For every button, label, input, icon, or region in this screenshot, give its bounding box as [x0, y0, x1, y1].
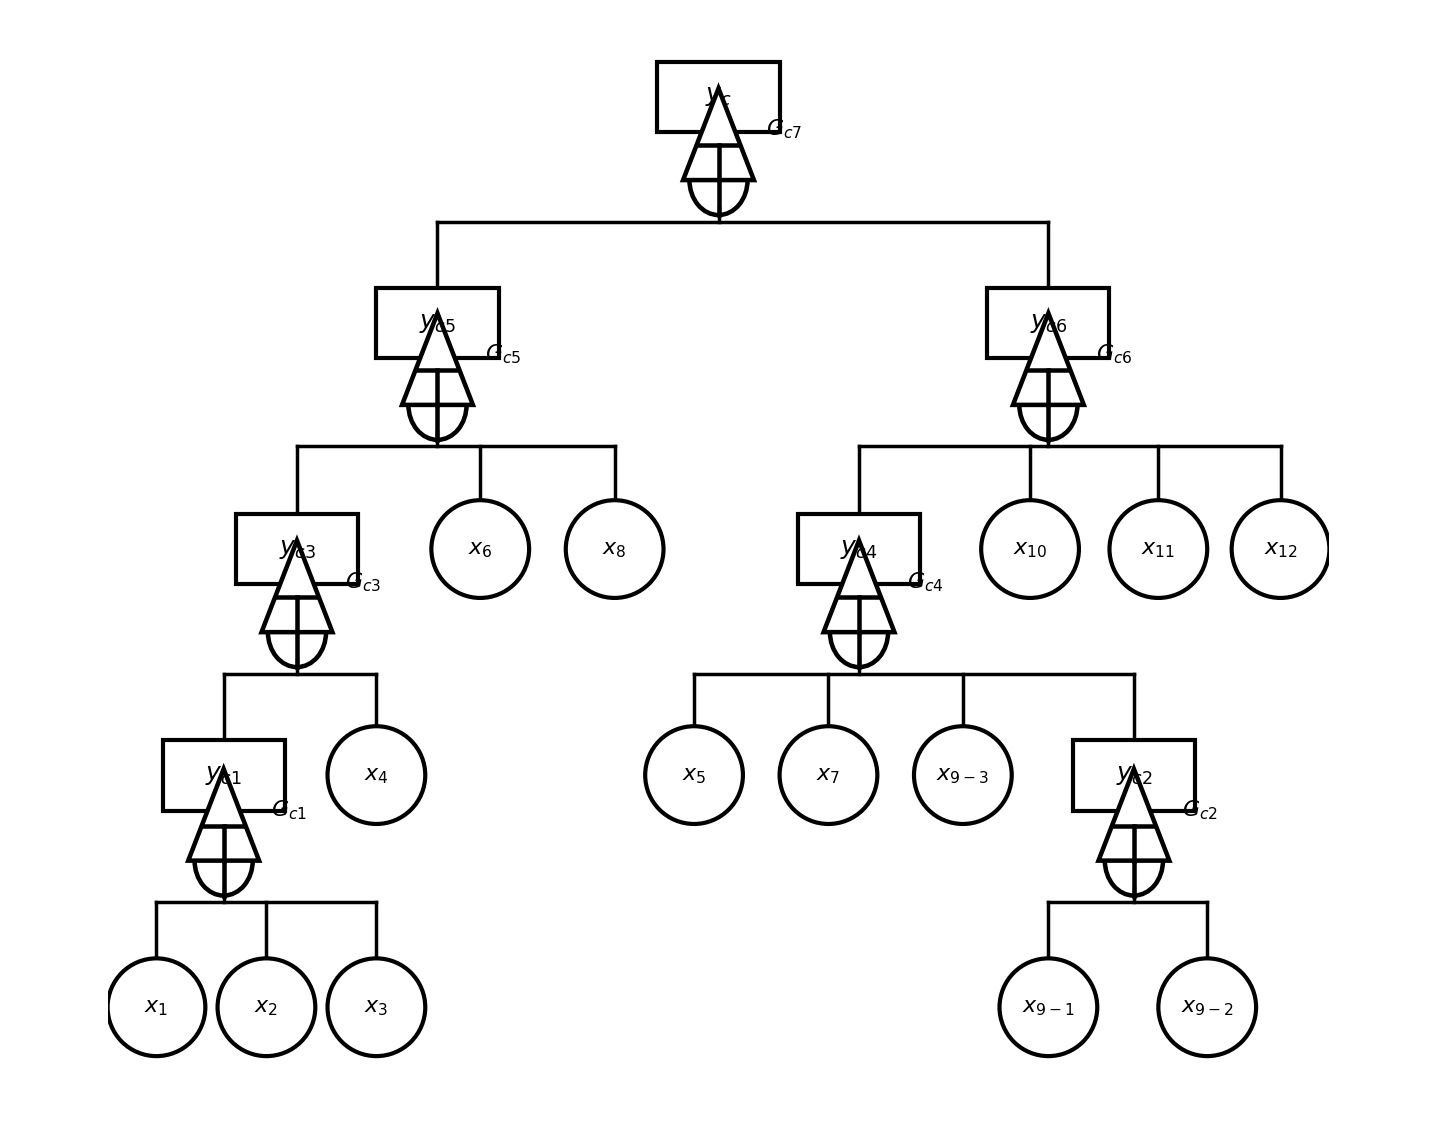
Text: $y_{c1}$: $y_{c1}$	[205, 764, 241, 787]
Polygon shape	[188, 768, 259, 860]
Text: $x_4$: $x_4$	[364, 764, 389, 786]
Text: $x_{9-3}$: $x_{9-3}$	[937, 764, 990, 786]
Text: $x_8$: $x_8$	[602, 538, 627, 560]
Text: $G_{c7}$: $G_{c7}$	[766, 118, 802, 141]
Circle shape	[108, 959, 205, 1056]
FancyBboxPatch shape	[376, 288, 499, 359]
Text: $x_{11}$: $x_{11}$	[1141, 538, 1175, 560]
Text: $G_{c6}$: $G_{c6}$	[1096, 343, 1132, 366]
Text: $x_{9-2}$: $x_{9-2}$	[1181, 997, 1234, 1019]
Text: $y_{c2}$: $y_{c2}$	[1115, 764, 1152, 787]
Circle shape	[981, 500, 1079, 598]
Text: $G_{c4}$: $G_{c4}$	[907, 570, 944, 593]
Text: $x_{10}$: $x_{10}$	[1013, 538, 1048, 560]
Polygon shape	[402, 313, 473, 405]
FancyBboxPatch shape	[236, 514, 358, 585]
Circle shape	[914, 726, 1012, 824]
Polygon shape	[1098, 768, 1170, 860]
Text: $y_{c3}$: $y_{c3}$	[279, 538, 315, 561]
FancyBboxPatch shape	[987, 288, 1109, 359]
Text: $y_{c5}$: $y_{c5}$	[420, 312, 456, 335]
Circle shape	[431, 500, 529, 598]
Circle shape	[1109, 500, 1207, 598]
Text: $x_6$: $x_6$	[468, 538, 493, 560]
Text: $x_3$: $x_3$	[364, 997, 388, 1019]
Text: $y_c$: $y_c$	[706, 86, 731, 109]
Text: $x_{9-1}$: $x_{9-1}$	[1022, 997, 1075, 1019]
Circle shape	[1000, 959, 1098, 1056]
Text: $G_{c1}$: $G_{c1}$	[272, 798, 308, 822]
Circle shape	[328, 726, 425, 824]
Text: $G_{c3}$: $G_{c3}$	[345, 570, 381, 593]
Text: $x_2$: $x_2$	[254, 997, 279, 1019]
FancyBboxPatch shape	[1073, 740, 1196, 811]
Circle shape	[566, 500, 664, 598]
Text: $G_{c5}$: $G_{c5}$	[486, 343, 522, 366]
Polygon shape	[262, 540, 332, 632]
FancyBboxPatch shape	[798, 514, 920, 585]
Polygon shape	[1013, 313, 1083, 405]
Circle shape	[328, 959, 425, 1056]
Polygon shape	[823, 540, 894, 632]
Polygon shape	[683, 88, 754, 180]
Text: $y_{c6}$: $y_{c6}$	[1030, 312, 1066, 335]
Circle shape	[217, 959, 315, 1056]
Text: $x_5$: $x_5$	[683, 764, 706, 786]
Circle shape	[780, 726, 878, 824]
FancyBboxPatch shape	[657, 62, 780, 132]
Circle shape	[1158, 959, 1256, 1056]
Circle shape	[1232, 500, 1329, 598]
Text: $x_7$: $x_7$	[816, 764, 841, 786]
FancyBboxPatch shape	[162, 740, 285, 811]
Text: $x_{12}$: $x_{12}$	[1263, 538, 1298, 560]
Circle shape	[645, 726, 743, 824]
Text: $x_1$: $x_1$	[144, 997, 168, 1019]
Text: $G_{c2}$: $G_{c2}$	[1181, 798, 1217, 822]
Text: $y_{c4}$: $y_{c4}$	[841, 538, 878, 561]
